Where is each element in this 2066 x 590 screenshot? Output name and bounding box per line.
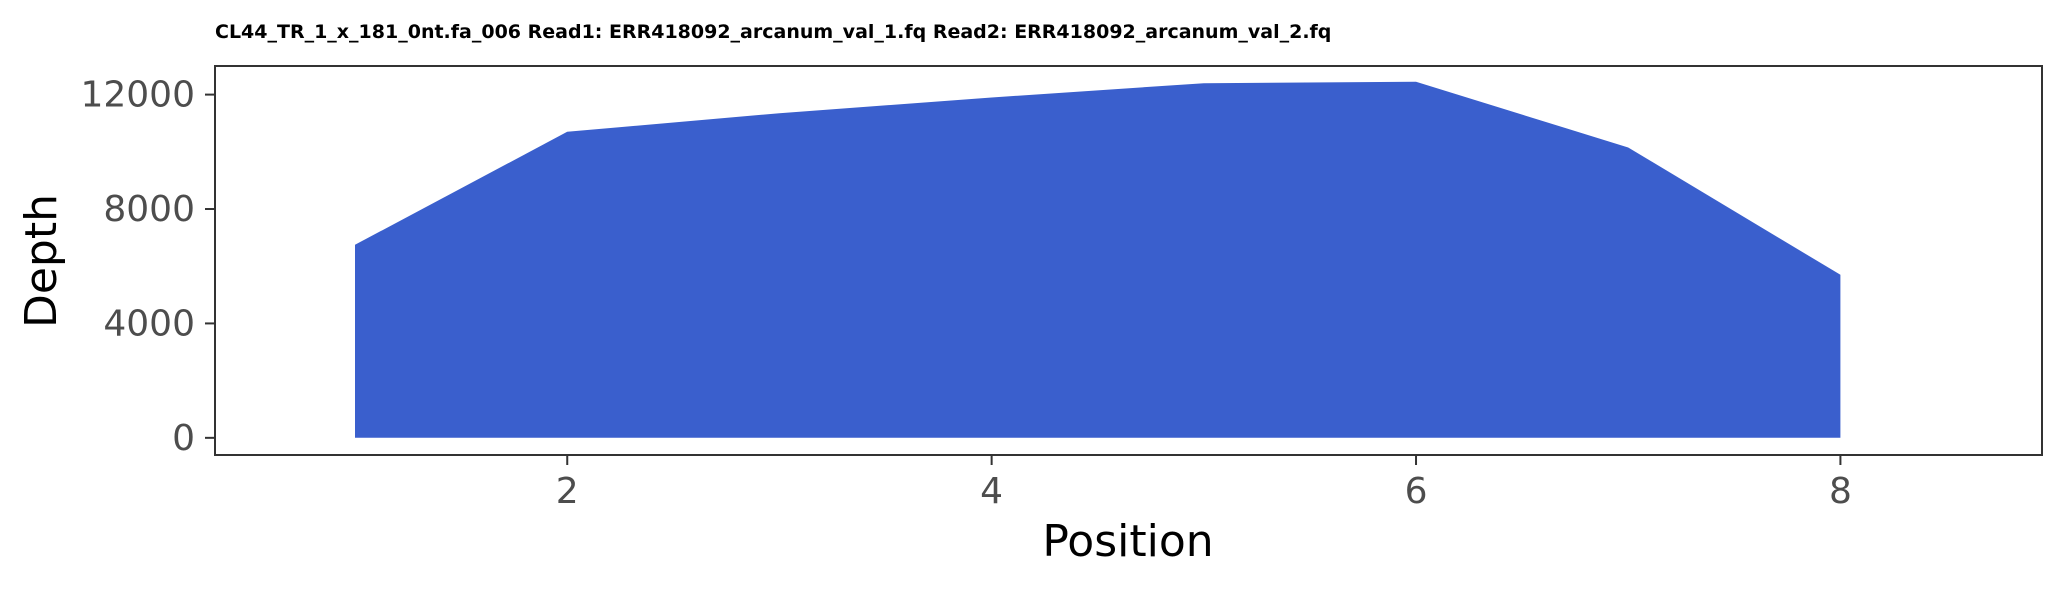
y-axis-title: Depth — [16, 194, 67, 328]
plot-area — [214, 65, 2043, 456]
x-tick-label: 6 — [1405, 471, 1428, 512]
x-tick-label: 4 — [980, 471, 1003, 512]
x-axis-title: Position — [1042, 516, 1213, 567]
y-tick-label: 0 — [172, 418, 195, 459]
x-tick-label: 8 — [1829, 471, 1852, 512]
y-tick-label: 8000 — [103, 189, 195, 230]
x-tick-label: 2 — [556, 471, 579, 512]
y-tick-label: 12000 — [80, 75, 195, 116]
y-tick-label: 4000 — [103, 303, 195, 344]
y-axis: 0 4000 8000 12000 — [80, 75, 215, 459]
chart-title: CL44_TR_1_x_181_0nt.fa_006 Read1: ERR418… — [215, 21, 1331, 43]
x-axis: 2 4 6 8 — [556, 455, 1852, 512]
depth-area — [355, 81, 1841, 438]
